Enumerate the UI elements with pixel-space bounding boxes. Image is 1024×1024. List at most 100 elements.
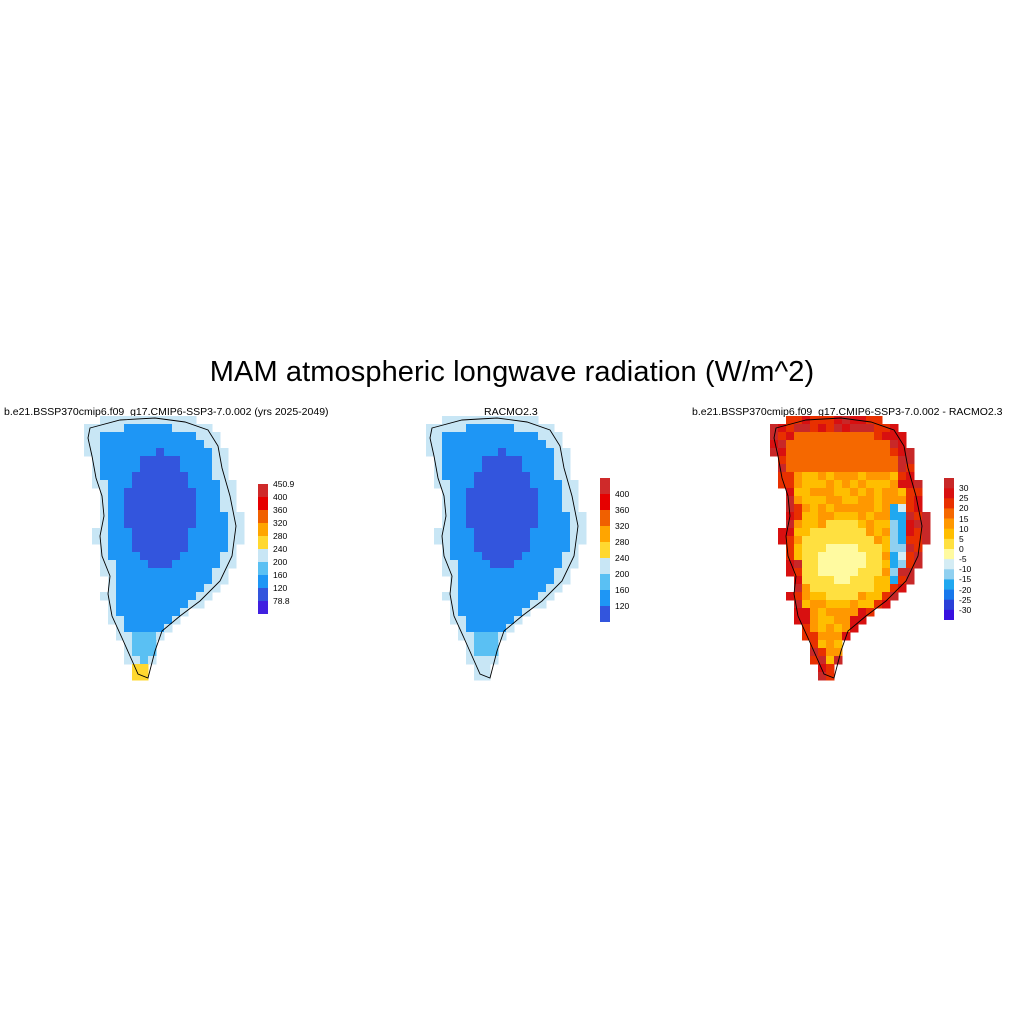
map-cell <box>826 536 835 545</box>
map-cell <box>562 528 571 537</box>
map-cell <box>898 552 907 561</box>
map-cell <box>498 624 507 633</box>
colorbar-tick-label: 200 <box>615 569 630 579</box>
map-cell <box>794 536 803 545</box>
colorbar-tick-label: 10 <box>959 523 969 534</box>
map-cell <box>810 448 819 457</box>
map-cell <box>148 648 157 657</box>
map-cell <box>890 424 899 433</box>
map-cell <box>530 448 539 457</box>
map-cell <box>132 480 141 489</box>
map-cell <box>498 432 507 441</box>
map-cell <box>514 480 523 489</box>
map-cell <box>140 600 149 609</box>
map-cell <box>482 448 491 457</box>
map-cell <box>482 600 491 609</box>
map-cell <box>458 544 467 553</box>
map-cell <box>140 544 149 553</box>
map-cell <box>466 424 475 433</box>
map-cell <box>818 576 827 585</box>
map-cell <box>140 656 149 665</box>
map-cell <box>490 472 499 481</box>
map-cell <box>866 448 875 457</box>
map-cell <box>466 448 475 457</box>
map-cell <box>506 432 515 441</box>
map-cell <box>474 568 483 577</box>
map-grid-diff <box>770 416 931 681</box>
map-cell <box>530 432 539 441</box>
map-cell <box>898 568 907 577</box>
map-cell <box>482 552 491 561</box>
map-cell <box>108 464 117 473</box>
map-cell <box>108 448 117 457</box>
map-cell <box>236 536 245 545</box>
map-cell <box>842 600 851 609</box>
map-cell <box>866 544 875 553</box>
map-cell <box>818 648 827 657</box>
map-cell <box>220 560 229 569</box>
map-cell <box>204 440 213 449</box>
map-cell <box>810 568 819 577</box>
map-cell <box>132 552 141 561</box>
map-cell <box>506 528 515 537</box>
map-cell <box>802 632 811 641</box>
map-cell <box>466 432 475 441</box>
map-cell <box>212 568 221 577</box>
map-cell <box>172 600 181 609</box>
map-cell <box>108 616 117 625</box>
map-cell <box>530 536 539 545</box>
map-cell <box>188 440 197 449</box>
map-cell <box>204 480 213 489</box>
map-cell <box>466 480 475 489</box>
map-cell <box>124 632 133 641</box>
map-cell <box>506 536 515 545</box>
map-cell <box>132 528 141 537</box>
map-cell <box>578 528 587 537</box>
map-cell <box>850 528 859 537</box>
map-cell <box>148 440 157 449</box>
map-cell <box>786 568 795 577</box>
map-cell <box>866 456 875 465</box>
map-cell <box>554 488 563 497</box>
map-cell <box>874 488 883 497</box>
map-cell <box>514 464 523 473</box>
map-cell <box>156 616 165 625</box>
map-cell <box>108 560 117 569</box>
map-cell <box>506 520 515 529</box>
colorbar-tick-label: 200 <box>273 557 288 567</box>
map-cell <box>458 576 467 585</box>
map-cell <box>474 512 483 521</box>
map-cell <box>850 576 859 585</box>
map-cell <box>220 536 229 545</box>
map-cell <box>874 536 883 545</box>
map-cell <box>850 448 859 457</box>
map-cell <box>786 552 795 561</box>
map-cell <box>474 576 483 585</box>
map-cell <box>506 448 515 457</box>
map-cell <box>180 456 189 465</box>
map-cell <box>180 504 189 513</box>
map-cell <box>204 456 213 465</box>
map-cell <box>818 432 827 441</box>
map-cell <box>906 520 915 529</box>
map-cell <box>236 528 245 537</box>
map-cell <box>842 528 851 537</box>
colorbar-swatch <box>944 508 954 519</box>
map-cell <box>498 520 507 529</box>
map-cell <box>562 488 571 497</box>
map-cell <box>132 512 141 521</box>
map-cell <box>124 448 133 457</box>
map-cell <box>164 432 173 441</box>
map-cell <box>882 520 891 529</box>
map-cell <box>506 456 515 465</box>
map-cell <box>794 616 803 625</box>
map-cell <box>196 432 205 441</box>
map-cell <box>450 608 459 617</box>
map-cell <box>546 520 555 529</box>
map-cell <box>842 448 851 457</box>
map-cell <box>132 664 141 673</box>
map-cell <box>466 584 475 593</box>
map-cell <box>538 592 547 601</box>
map-cell <box>108 528 117 537</box>
map-cell <box>212 544 221 553</box>
